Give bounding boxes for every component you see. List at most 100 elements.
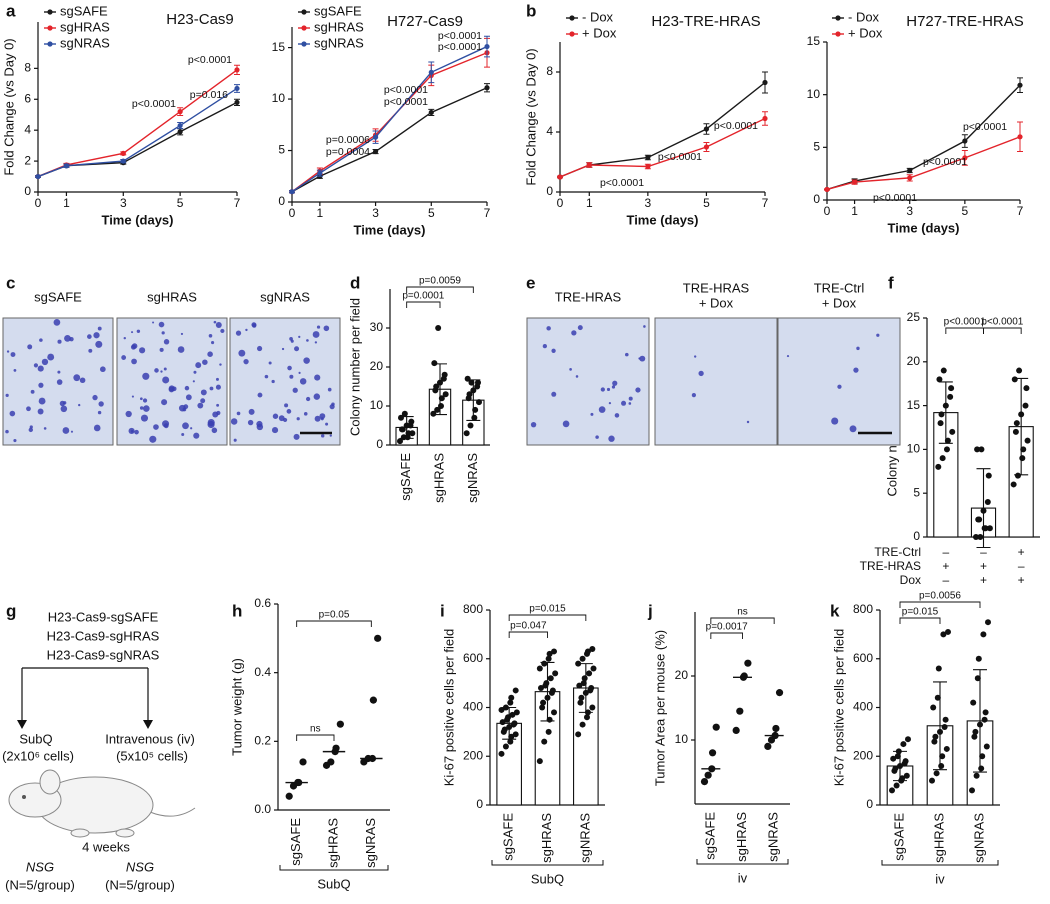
- data-point: [507, 738, 514, 745]
- colony: [530, 421, 537, 428]
- colony: [209, 386, 214, 391]
- p-value: p=0.015: [902, 607, 939, 618]
- data-point: [177, 109, 183, 115]
- data-point: [930, 704, 937, 711]
- data-point: [551, 648, 558, 655]
- y-axis-label: Fold Change (vs Day 0): [1, 38, 16, 175]
- panel-label: h: [232, 601, 242, 620]
- x-tick-label: 3: [372, 206, 379, 220]
- colony: [303, 412, 308, 416]
- colony: [195, 362, 202, 369]
- p-value: p<0.0001: [132, 98, 176, 110]
- colony: [154, 368, 159, 373]
- colony: [643, 325, 646, 328]
- colony: [142, 398, 148, 403]
- data-point: [905, 736, 911, 743]
- data-point: [1014, 472, 1021, 479]
- colony: [245, 328, 248, 332]
- y-axis-label: Colony number per field: [347, 298, 362, 436]
- colony: [181, 433, 185, 437]
- colony: [97, 326, 102, 331]
- data-point: [740, 672, 748, 680]
- comparison-bracket: [296, 620, 372, 627]
- series-line: [37, 69, 238, 178]
- y-tick-label: 25: [907, 310, 921, 324]
- y-tick-label: 0.4: [254, 665, 271, 679]
- comparison-bracket: [508, 631, 548, 638]
- colony: [140, 397, 143, 401]
- group-bracket: [279, 865, 389, 871]
- error-bar: [938, 381, 953, 444]
- micrograph: [654, 317, 778, 446]
- condition-cell: +: [980, 573, 987, 587]
- legend-label: + Dox: [582, 25, 617, 40]
- data-point: [962, 155, 968, 161]
- error-bar: [1014, 377, 1029, 476]
- colony: [215, 384, 221, 390]
- data-point: [971, 733, 978, 740]
- colony: [41, 358, 49, 366]
- mouse-illustration: [8, 769, 196, 838]
- data-point: [471, 414, 478, 421]
- micrograph-label: TRE-HRAS: [683, 280, 750, 295]
- data-point: [889, 787, 895, 794]
- error-bar: [433, 363, 447, 416]
- x-tick-label: sgNRAS: [363, 818, 378, 868]
- data-point: [892, 765, 899, 772]
- data-point: [762, 79, 768, 86]
- group-bracket: [881, 860, 999, 866]
- error-bar: [540, 661, 555, 722]
- y-tick-label: 5: [813, 140, 820, 154]
- colony: [207, 351, 213, 357]
- colony: [272, 413, 279, 419]
- data-point: [502, 743, 509, 750]
- data-point: [894, 753, 901, 760]
- micrograph: [229, 317, 341, 446]
- data-point: [374, 634, 382, 642]
- group-label: iv: [935, 871, 945, 886]
- colony: [125, 410, 132, 418]
- data-point: [938, 411, 945, 418]
- colony: [139, 347, 146, 354]
- condition-cell: +: [1018, 545, 1025, 559]
- x-tick-label: sgHRAS: [325, 818, 340, 868]
- x-tick-label: 0: [824, 204, 831, 218]
- data-point: [929, 777, 935, 784]
- error-bar: [893, 750, 907, 782]
- colony: [639, 355, 646, 362]
- data-point: [498, 706, 505, 713]
- x-tick-label: sgNRAS: [577, 813, 592, 863]
- p-value: ns: [310, 724, 321, 735]
- data-point: [547, 675, 554, 682]
- data-point: [177, 122, 183, 129]
- y-tick-label: 8: [546, 64, 553, 78]
- data-point: [978, 446, 985, 453]
- group-size-label: (N=5/group): [105, 877, 175, 892]
- data-point: [900, 741, 907, 748]
- colony: [314, 341, 318, 344]
- y-tick-label: 10: [370, 398, 384, 412]
- colony: [131, 358, 137, 365]
- colony: [93, 424, 101, 432]
- colony: [193, 370, 197, 374]
- legend-marker: [569, 15, 575, 21]
- mouse-ear: [39, 769, 61, 795]
- colony: [551, 391, 557, 397]
- data-point: [982, 709, 989, 716]
- colony: [92, 394, 98, 401]
- legend-marker: [47, 41, 53, 47]
- colony: [313, 393, 321, 400]
- condition-label: TRE-Ctrl: [874, 545, 921, 559]
- y-tick-label: 400: [853, 700, 873, 714]
- y-tick-label: 400: [463, 700, 483, 714]
- legend-marker: [301, 9, 307, 15]
- data-point: [986, 525, 993, 532]
- y-tick-label: 30: [370, 320, 384, 334]
- dose-label: (5x10⁵ cells): [116, 748, 188, 763]
- colony: [691, 393, 696, 398]
- p-value: p<0.0001: [923, 156, 967, 168]
- colony: [134, 429, 139, 435]
- colony: [57, 339, 62, 344]
- data-point: [972, 728, 979, 735]
- colony: [180, 332, 184, 336]
